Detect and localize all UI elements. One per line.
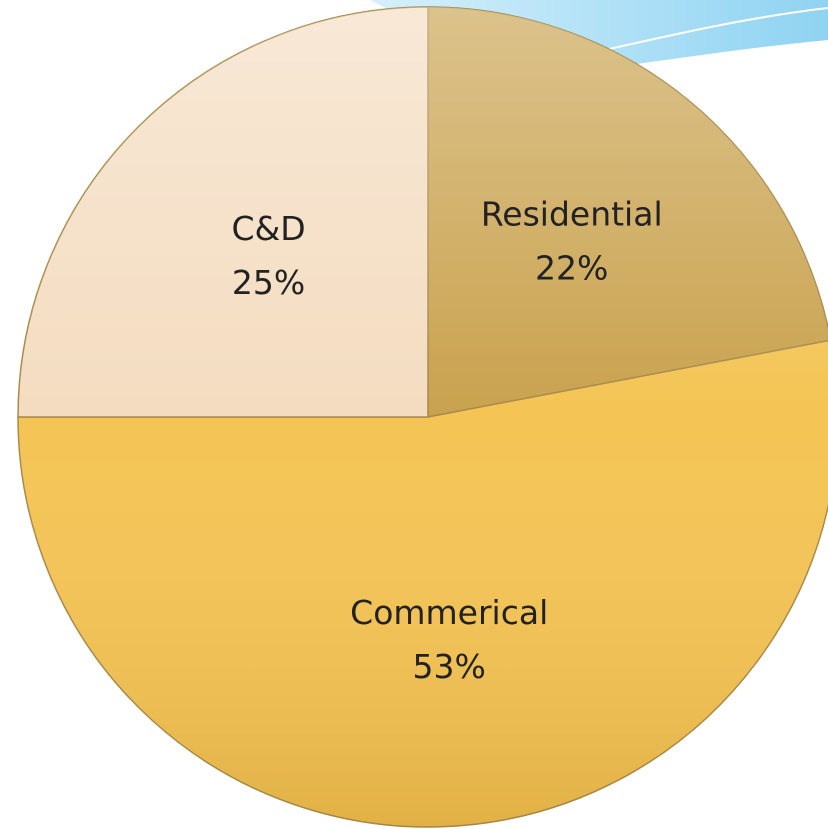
pie-slice xyxy=(17,6,429,418)
slice-label: C&D xyxy=(231,209,305,248)
slice-value-label: 25% xyxy=(232,263,305,302)
slice-value-label: 53% xyxy=(413,647,486,686)
slice-label: Residential xyxy=(481,195,663,234)
pie: Residential 22% Commerical 53% C&D 25% xyxy=(17,6,828,828)
slice-label: Commerical xyxy=(350,593,548,632)
slice-value-label: 22% xyxy=(535,249,608,288)
